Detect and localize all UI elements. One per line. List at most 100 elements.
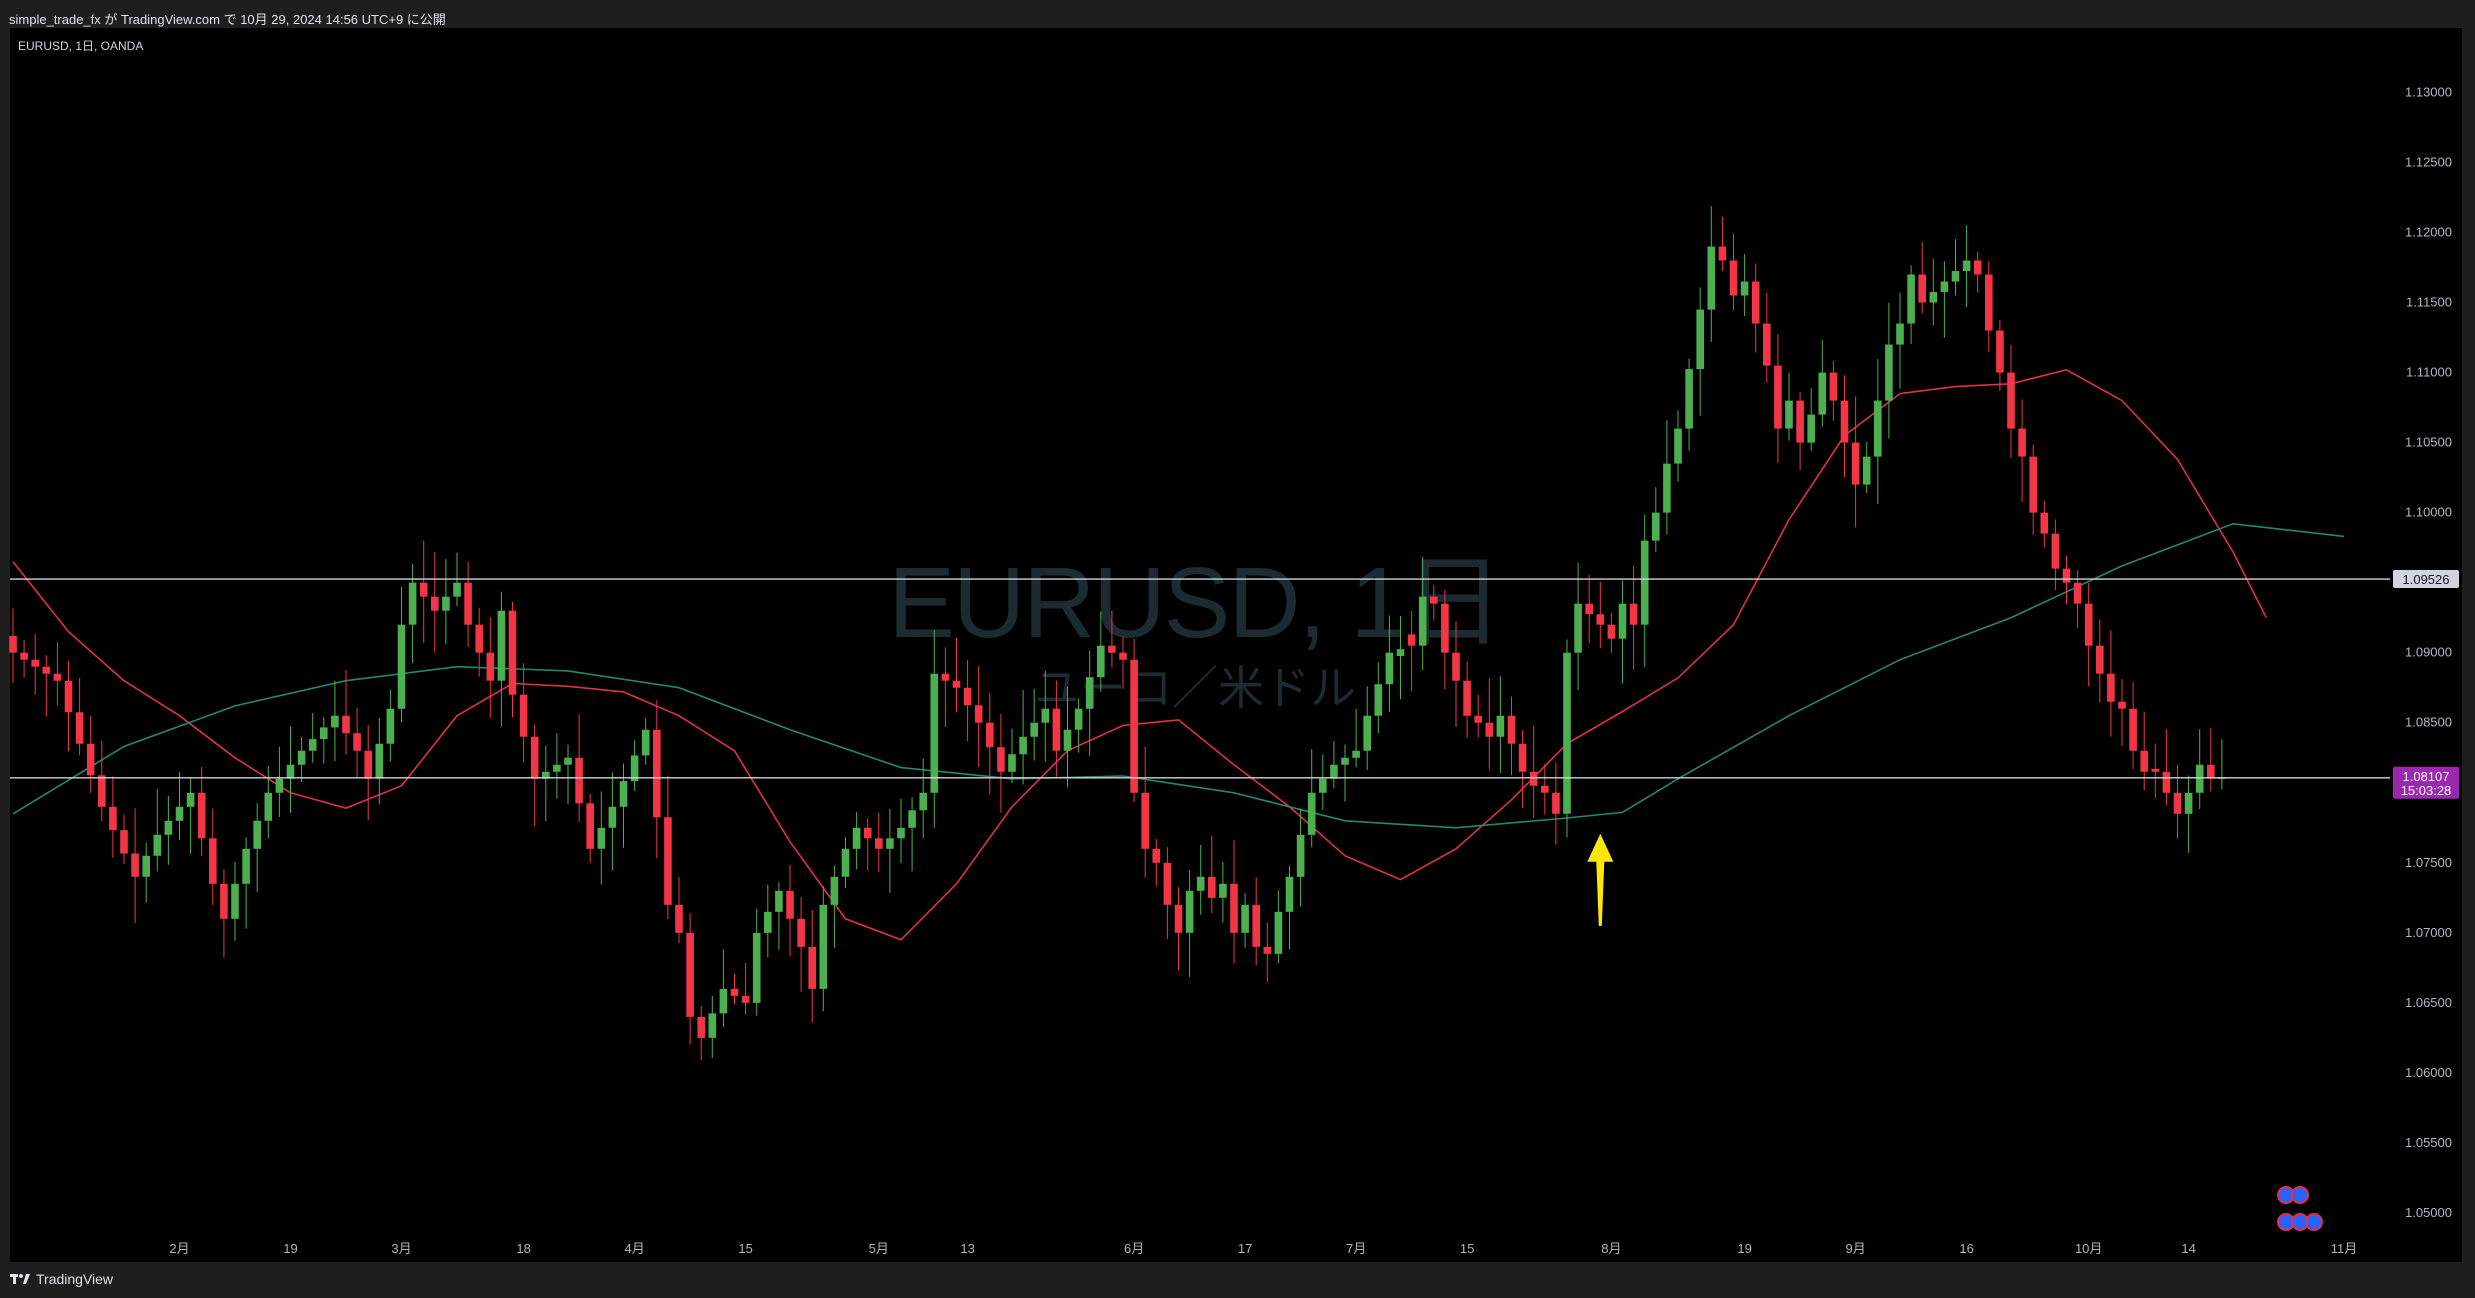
candle-body-down[interactable] xyxy=(1973,260,1982,275)
candle-body-up[interactable] xyxy=(1674,428,1682,464)
candle-body-down[interactable] xyxy=(1174,904,1183,933)
candle-body-up[interactable] xyxy=(1874,400,1882,457)
candle-body-up[interactable] xyxy=(830,876,839,905)
candle-body-up[interactable] xyxy=(1951,271,1960,282)
candle-body-down[interactable] xyxy=(2096,645,2104,674)
candle-body-down[interactable] xyxy=(653,729,661,818)
candle-body-down[interactable] xyxy=(2007,372,2015,429)
candle-body-up[interactable] xyxy=(1341,757,1349,765)
candle-body-up[interactable] xyxy=(908,810,916,828)
candle-body-down[interactable] xyxy=(1718,246,1727,261)
economic-event-flag-icon[interactable] xyxy=(2305,1213,2323,1231)
candle-body-down[interactable] xyxy=(974,705,983,723)
candle-body-down[interactable] xyxy=(109,806,117,831)
candle-body-down[interactable] xyxy=(1463,680,1471,716)
candle-body-up[interactable] xyxy=(708,1013,717,1038)
candle-body-up[interactable] xyxy=(1652,512,1660,541)
candle-body-down[interactable] xyxy=(741,995,750,1003)
candle-body-down[interactable] xyxy=(1052,708,1061,751)
candle-body-up[interactable] xyxy=(608,806,617,828)
candle-body-down[interactable] xyxy=(353,733,361,751)
candle-body-up[interactable] xyxy=(242,848,250,884)
candle-body-down[interactable] xyxy=(1485,722,1494,737)
candle-body-up[interactable] xyxy=(619,781,628,807)
candle-body-up[interactable] xyxy=(408,582,417,625)
candle-body-up[interactable] xyxy=(1008,754,1016,772)
candle-body-down[interactable] xyxy=(475,624,483,653)
candle-body-down[interactable] xyxy=(664,817,672,905)
candle-body-down[interactable] xyxy=(1263,946,1272,954)
candle-body-down[interactable] xyxy=(464,582,472,625)
candle-body-down[interactable] xyxy=(42,666,51,674)
candle-body-down[interactable] xyxy=(697,1016,705,1038)
candle-body-up[interactable] xyxy=(442,596,450,611)
candle-body-up[interactable] xyxy=(331,715,339,728)
candle-body-up[interactable] xyxy=(397,624,406,709)
candle-body-down[interactable] xyxy=(2029,456,2037,513)
candle-body-up[interactable] xyxy=(919,792,927,811)
candle-body-up[interactable] xyxy=(1818,372,1827,415)
candle-body-down[interactable] xyxy=(2207,764,2215,779)
candle-body-down[interactable] xyxy=(75,712,84,744)
candle-body-down[interactable] xyxy=(1152,848,1161,863)
candle-body-up[interactable] xyxy=(453,582,461,597)
candle-body-down[interactable] xyxy=(2140,750,2148,772)
candle-body-up[interactable] xyxy=(1074,708,1083,730)
candle-body-up[interactable] xyxy=(752,932,761,1003)
candle-body-down[interactable] xyxy=(2118,701,2126,709)
candle-body-up[interactable] xyxy=(1385,652,1394,685)
economic-event-flag-icon[interactable] xyxy=(2291,1186,2309,1204)
candle-body-down[interactable] xyxy=(875,838,883,849)
candle-body-down[interactable] xyxy=(2129,708,2137,751)
candle-body-up[interactable] xyxy=(1019,736,1027,755)
candle-body-down[interactable] xyxy=(1230,883,1238,933)
candle-body-down[interactable] xyxy=(575,757,583,804)
candle-body-up[interactable] xyxy=(564,757,572,765)
candle-body-down[interactable] xyxy=(1208,876,1216,898)
candle-body-up[interactable] xyxy=(1219,883,1227,898)
candle-body-up[interactable] xyxy=(1374,684,1383,716)
candle-body-up[interactable] xyxy=(297,750,306,765)
candle-body-down[interactable] xyxy=(1119,652,1127,660)
candle-body-down[interactable] xyxy=(1541,785,1549,793)
candle-body-down[interactable] xyxy=(1529,771,1538,786)
candle-body-down[interactable] xyxy=(64,680,73,713)
candle-body-up[interactable] xyxy=(1363,715,1371,751)
candle-body-down[interactable] xyxy=(1729,260,1738,296)
candle-body-up[interactable] xyxy=(497,610,506,681)
candle-body-down[interactable] xyxy=(2051,533,2060,569)
candle-body-down[interactable] xyxy=(1552,792,1560,814)
candle-body-up[interactable] xyxy=(1085,677,1094,709)
candle-body-up[interactable] xyxy=(1696,309,1704,370)
candle-body-up[interactable] xyxy=(264,792,273,821)
candle-body-down[interactable] xyxy=(1163,862,1172,905)
candle-body-down[interactable] xyxy=(209,838,217,884)
symbol-legend[interactable]: EURUSD, 1日, OANDA xyxy=(18,39,144,53)
candle-body-down[interactable] xyxy=(1985,274,1993,331)
candle-body-up[interactable] xyxy=(1962,260,1971,272)
candle-body-down[interactable] xyxy=(952,680,961,688)
candle-body-down[interactable] xyxy=(120,830,128,854)
candle-body-up[interactable] xyxy=(175,806,184,821)
candle-body-up[interactable] xyxy=(308,739,317,751)
candle-body-up[interactable] xyxy=(1185,890,1194,933)
candle-body-down[interactable] xyxy=(786,890,794,919)
candle-body-down[interactable] xyxy=(808,946,816,989)
candle-body-down[interactable] xyxy=(1430,596,1438,604)
candle-body-down[interactable] xyxy=(1518,743,1527,772)
candle-body-up[interactable] xyxy=(1574,603,1582,653)
candle-body-down[interactable] xyxy=(1840,400,1849,443)
candle-body-up[interactable] xyxy=(1640,540,1649,625)
candle-body-up[interactable] xyxy=(1330,764,1338,779)
candle-body-up[interactable] xyxy=(186,792,195,807)
candle-body-down[interactable] xyxy=(2107,673,2115,702)
candle-body-down[interactable] xyxy=(730,988,739,996)
candle-body-up[interactable] xyxy=(719,988,728,1014)
candle-body-down[interactable] xyxy=(1763,323,1771,366)
candle-body-up[interactable] xyxy=(1274,911,1283,954)
candle-body-down[interactable] xyxy=(686,932,694,1017)
candle-body-down[interactable] xyxy=(530,736,539,779)
candle-body-down[interactable] xyxy=(1796,400,1804,443)
candle-body-up[interactable] xyxy=(1097,645,1105,678)
candle-body-down[interactable] xyxy=(997,747,1005,772)
